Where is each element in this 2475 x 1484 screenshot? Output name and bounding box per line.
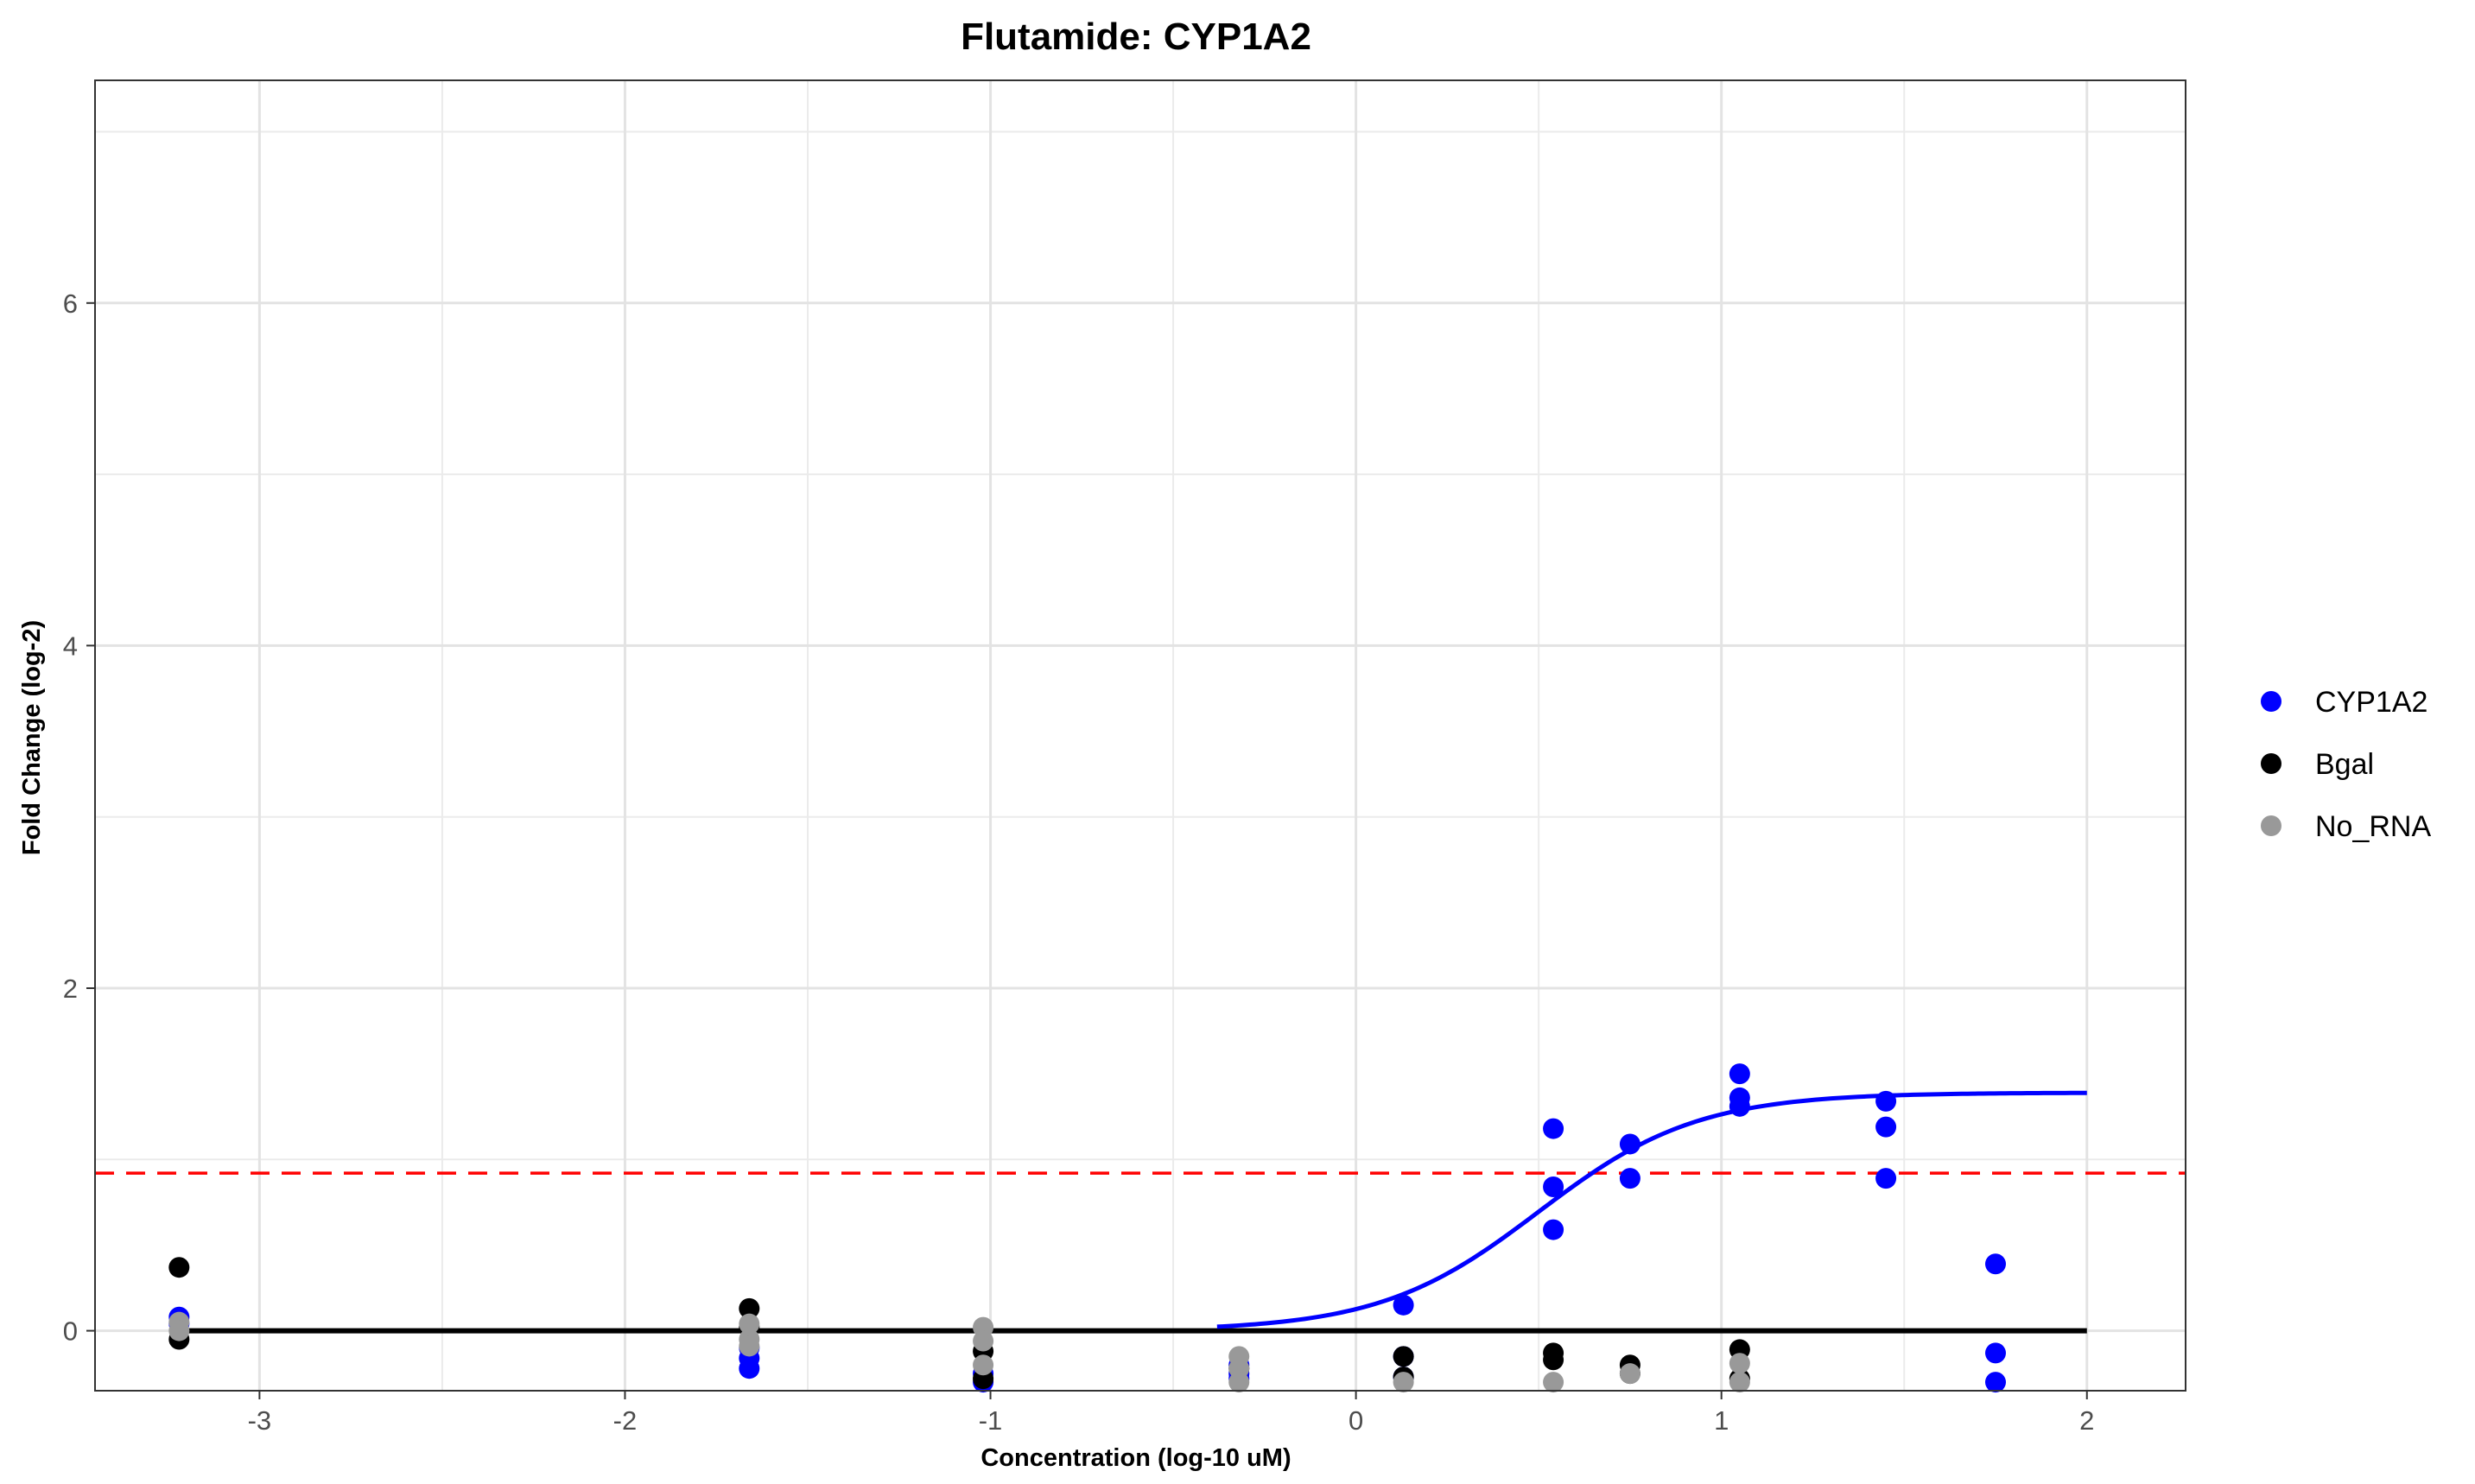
reference-lines (95, 1171, 2186, 1334)
x-tick-label: -1 (979, 1405, 1003, 1436)
legend-label-cyp1a2: CYP1A2 (2315, 686, 2427, 719)
data-point-no-rna (739, 1313, 760, 1335)
y-tick-label: 2 (63, 973, 78, 1004)
data-point-no-rna (1543, 1372, 1564, 1393)
data-point-no-rna (1619, 1363, 1640, 1385)
y-tick-label: 0 (63, 1316, 78, 1347)
data-point-cyp1a2 (1393, 1294, 1414, 1316)
legend-item-bgal: Bgal (2261, 748, 2374, 781)
axes: -3 -2 -1 0 1 2 0 2 4 6 (63, 289, 2095, 1436)
data-point-cyp1a2 (739, 1358, 760, 1379)
legend-label-bgal: Bgal (2315, 748, 2374, 781)
data-point-no-rna (973, 1330, 994, 1352)
x-tick-label: 0 (1349, 1405, 1363, 1436)
data-point-bgal (168, 1257, 190, 1278)
legend-key-bgal (2261, 753, 2281, 774)
data-point-cyp1a2 (1543, 1219, 1564, 1240)
data-point-cyp1a2 (1619, 1168, 1640, 1189)
legend-item-no-rna: No_RNA (2261, 810, 2431, 843)
legend-key-cyp1a2 (2261, 691, 2281, 712)
data-point-bgal (1393, 1346, 1414, 1367)
data-point-cyp1a2 (1985, 1342, 2006, 1364)
x-tick-label: -2 (613, 1405, 638, 1436)
data-point-cyp1a2 (1985, 1253, 2006, 1275)
x-tick-label: 1 (1714, 1405, 1729, 1436)
legend: CYP1A2 Bgal No_RNA (2261, 686, 2431, 843)
data-point-no-rna (1393, 1372, 1414, 1393)
data-points (168, 1063, 2006, 1393)
legend-label-no-rna: No_RNA (2315, 810, 2431, 843)
legend-key-no-rna (2261, 815, 2281, 836)
fit-curve-cyp1a2 (1216, 1090, 2087, 1329)
y-tick-label: 4 (63, 631, 78, 661)
data-point-cyp1a2 (1543, 1118, 1564, 1139)
x-axis-title: Concentration (log-10 uM) (980, 1444, 1291, 1472)
data-point-no-rna (1729, 1372, 1750, 1393)
data-point-no-rna (973, 1354, 994, 1376)
data-point-cyp1a2 (1875, 1168, 1897, 1189)
data-point-no-rna (168, 1320, 190, 1341)
data-point-no-rna (1729, 1353, 1750, 1374)
data-point-bgal (739, 1297, 760, 1319)
legend-item-cyp1a2: CYP1A2 (2261, 686, 2427, 719)
plot-panel-border (94, 79, 2186, 1392)
fit-curve-layer (1216, 1090, 2087, 1329)
y-tick-label: 6 (63, 289, 78, 319)
data-point-cyp1a2 (1543, 1176, 1564, 1198)
data-point-no-rna (1228, 1372, 1250, 1393)
data-point-bgal (1543, 1349, 1564, 1371)
data-point-cyp1a2 (1875, 1116, 1897, 1138)
data-point-cyp1a2 (1729, 1063, 1750, 1085)
x-tick-label: -3 (248, 1405, 272, 1436)
y-axis-title: Fold Change (log-2) (18, 620, 46, 855)
x-tick-label: 2 (2079, 1405, 2094, 1436)
data-point-cyp1a2 (1985, 1372, 2006, 1393)
data-point-no-rna (739, 1335, 760, 1357)
chart-title: Flutamide: CYP1A2 (961, 16, 1311, 58)
